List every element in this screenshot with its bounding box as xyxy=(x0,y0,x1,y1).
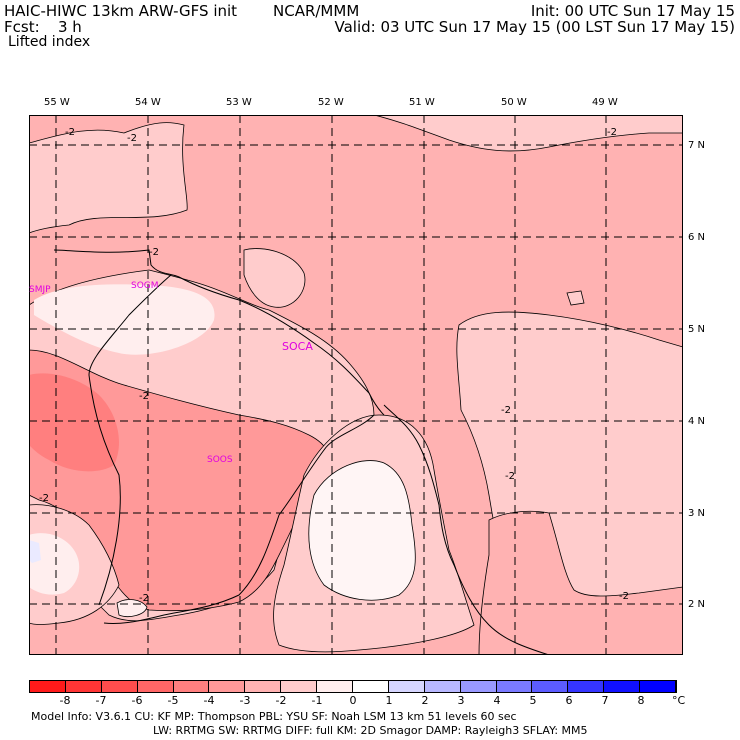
colorbar-tick-label: 8 xyxy=(637,694,645,707)
colorbar-swatch xyxy=(496,681,533,692)
lat-label: 7 N xyxy=(688,140,706,151)
contour-label: -2 xyxy=(65,127,75,138)
lon-label: 51 W xyxy=(409,97,435,108)
map-frame xyxy=(29,115,683,655)
field-region-sw-white xyxy=(29,533,80,595)
lat-label: 6 N xyxy=(688,232,706,243)
colorbar-tick-label: -1 xyxy=(311,694,323,707)
colorbar-tick-label: 1 xyxy=(385,694,393,707)
colorbar-swatch xyxy=(460,681,497,692)
colorbar-tick-label: 2 xyxy=(421,694,429,707)
colorbar-tick-label: 3 xyxy=(457,694,465,707)
lat-lon-grid xyxy=(29,115,683,655)
lon-label: 50 W xyxy=(501,97,527,108)
lat-label: 3 N xyxy=(688,508,706,519)
contour-label: -2 xyxy=(127,133,137,144)
lat-label: 5 N xyxy=(688,324,706,335)
colorbar-swatch xyxy=(101,681,138,692)
colorbar-swatch xyxy=(245,681,282,692)
lat-label: 4 N xyxy=(688,416,706,427)
contour-label: -2 xyxy=(505,471,515,482)
colorbar-swatch xyxy=(30,681,66,692)
model-title: HAIC-HIWC 13km ARW-GFS init xyxy=(4,2,238,20)
valid-time: Valid: 03 UTC Sun 17 May 15 (00 LST Sun … xyxy=(334,18,735,36)
colorbar-tick-label: -2 xyxy=(275,694,287,707)
lat-label: 2 N xyxy=(688,599,706,610)
border-line-2 xyxy=(103,414,375,624)
forecast-label: Fcst: xyxy=(4,18,40,36)
field-region-white-center xyxy=(308,460,416,601)
colorbar-swatch xyxy=(317,681,354,692)
colorbar-tick-label: 0 xyxy=(349,694,357,707)
colorbar-tick-label: -7 xyxy=(95,694,107,707)
field-region-sw-blue xyxy=(29,540,41,563)
organization-label: NCAR/MMM xyxy=(273,2,360,20)
model-info-line-1: Model Info: V3.6.1 CU: KF MP: Thompson P… xyxy=(31,710,517,723)
contour-label: -2 xyxy=(607,127,617,138)
lifted-index-map: -2 -2 -2 -2 -2 -2 -2 -2 -2 -2 SMJP SOGM … xyxy=(29,115,683,655)
field-region-mid-east xyxy=(478,510,683,655)
lon-label: 52 W xyxy=(318,97,344,108)
colorbar-tick-label: -3 xyxy=(239,694,251,707)
field-name: Lifted index xyxy=(8,34,91,50)
contour-label: -2 xyxy=(139,593,149,604)
colorbar-swatch xyxy=(353,681,389,692)
contour-label: -2 xyxy=(619,591,629,602)
field-region-darker-west xyxy=(29,373,119,472)
contour-label: -2 xyxy=(39,493,49,504)
colorbar-swatch xyxy=(65,681,102,692)
colorbar-swatch xyxy=(388,681,425,692)
field-region-whitish-west xyxy=(34,284,215,355)
colorbar-swatch xyxy=(532,681,569,692)
station-label-smjp: SMJP xyxy=(29,285,51,295)
coastline xyxy=(53,249,385,416)
colorbar-tick-label: -6 xyxy=(131,694,143,707)
station-label-soos: SOOS xyxy=(207,455,233,465)
colorbar-tick-label: -5 xyxy=(167,694,179,707)
colorbar-tick-label: 4 xyxy=(493,694,501,707)
colorbar-tick-label: -4 xyxy=(203,694,215,707)
lon-label: 54 W xyxy=(135,97,161,108)
colorbar-labels: -8 -7 -6 -5 -4 -3 -2 -1 0 1 2 3 4 5 6 7 8 xyxy=(29,694,677,708)
colorbar-tick-label: 5 xyxy=(529,694,537,707)
border-line-3 xyxy=(383,404,550,655)
colorbar-swatch xyxy=(604,681,641,692)
contour-label: -2 xyxy=(501,405,511,416)
station-label-sogm: SOGM xyxy=(131,281,159,291)
model-info-line-2: LW: RRTMG SW: RRTMG DIFF: full KM: 2D Sm… xyxy=(153,724,588,737)
lon-label: 55 W xyxy=(44,97,70,108)
colorbar-swatch xyxy=(209,681,246,692)
forecast-hour: 3 h xyxy=(58,18,82,36)
colorbar-swatch xyxy=(281,681,318,692)
colorbar-swatch xyxy=(640,681,677,692)
colorbar-tick-label: 7 xyxy=(601,694,609,707)
colorbar-swatch xyxy=(173,681,210,692)
colorbar-unit: °C xyxy=(672,694,686,707)
station-label-soca: SOCA xyxy=(282,340,313,353)
border-line-1 xyxy=(88,274,172,606)
field-region-small-patch xyxy=(566,290,585,306)
lon-label: 53 W xyxy=(226,97,252,108)
colorbar-swatch xyxy=(137,681,174,692)
colorbar-tick-label: 6 xyxy=(565,694,573,707)
colorbar-swatch xyxy=(424,681,461,692)
colorbar xyxy=(29,680,677,693)
contour-label: -2 xyxy=(149,247,159,258)
contour-label: -2 xyxy=(139,391,149,402)
colorbar-tick-label: -8 xyxy=(59,694,71,707)
init-time: Init: 00 UTC Sun 17 May 15 xyxy=(530,2,735,20)
colorbar-swatch xyxy=(568,681,605,692)
field-region-ne-light xyxy=(373,115,683,152)
field-region-light-nw xyxy=(29,122,188,234)
field-region-island-north xyxy=(243,248,306,308)
lon-label: 49 W xyxy=(592,97,618,108)
